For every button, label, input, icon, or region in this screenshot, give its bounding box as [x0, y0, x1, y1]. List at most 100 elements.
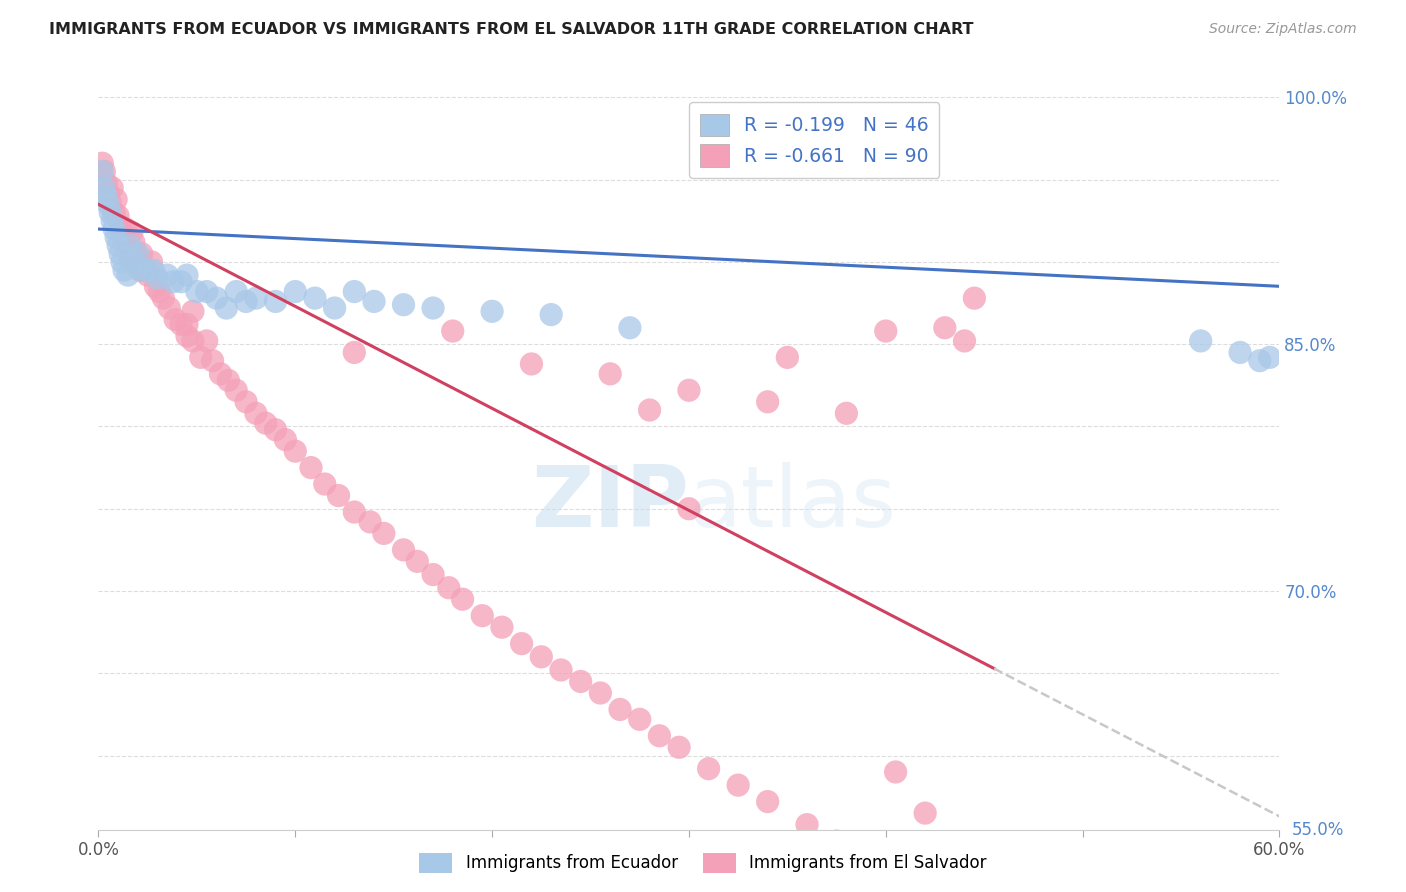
Point [284, 285, 307, 299]
Point [141, 255, 163, 269]
Point [406, 554, 429, 568]
Point [668, 740, 690, 755]
Point [127, 255, 149, 269]
Point [491, 620, 513, 634]
Point [105, 193, 128, 207]
Point [118, 238, 141, 252]
Point [648, 729, 671, 743]
Point [97, 186, 120, 200]
Point [105, 230, 128, 244]
Point [953, 334, 976, 348]
Point [131, 263, 153, 277]
Point [201, 353, 224, 368]
Point [628, 712, 651, 726]
Point [776, 351, 799, 365]
Point [235, 394, 257, 409]
Point [550, 663, 572, 677]
Point [825, 834, 848, 848]
Point [195, 285, 218, 299]
Point [382, 844, 405, 858]
Point [343, 345, 366, 359]
Point [569, 674, 592, 689]
Point [437, 581, 460, 595]
Point [122, 235, 145, 250]
Point [165, 312, 187, 326]
Point [284, 444, 307, 458]
Point [299, 460, 322, 475]
Point [756, 394, 779, 409]
Point [118, 252, 141, 266]
Text: IMMIGRANTS FROM ECUADOR VS IMMIGRANTS FROM EL SALVADOR 11TH GRADE CORRELATION CH: IMMIGRANTS FROM ECUADOR VS IMMIGRANTS FR… [49, 22, 974, 37]
Point [609, 702, 631, 716]
Point [91, 156, 114, 170]
Point [343, 285, 366, 299]
Point [190, 351, 212, 365]
Point [101, 181, 124, 195]
Point [540, 308, 562, 322]
Point [170, 318, 193, 332]
Text: 55.0%: 55.0% [1291, 821, 1344, 838]
Point [304, 291, 326, 305]
Text: atlas: atlas [689, 462, 897, 545]
Point [111, 255, 134, 269]
Legend: R = -0.199   N = 46, R = -0.661   N = 90: R = -0.199 N = 46, R = -0.661 N = 90 [689, 103, 939, 178]
Point [855, 850, 877, 864]
Point [97, 197, 120, 211]
Point [170, 275, 193, 289]
Point [111, 225, 134, 239]
Point [112, 235, 135, 250]
Point [93, 164, 115, 178]
Point [217, 373, 239, 387]
Point [1189, 334, 1212, 348]
Point [117, 268, 139, 282]
Text: Source: ZipAtlas.com: Source: ZipAtlas.com [1209, 22, 1357, 37]
Point [1249, 353, 1271, 368]
Point [510, 637, 533, 651]
Point [530, 649, 553, 664]
Point [122, 255, 145, 269]
Point [264, 294, 287, 309]
Point [359, 515, 381, 529]
Point [225, 285, 247, 299]
Point [392, 298, 415, 312]
Point [235, 294, 257, 309]
Point [245, 291, 267, 305]
Point [205, 291, 228, 305]
Point [328, 489, 350, 503]
Point [589, 686, 612, 700]
Point [131, 246, 153, 260]
Point [209, 367, 232, 381]
Point [422, 567, 444, 582]
Point [145, 279, 167, 293]
Point [103, 205, 125, 219]
Point [127, 246, 149, 260]
Point [756, 795, 779, 809]
Point [96, 189, 118, 203]
Point [914, 806, 936, 821]
Point [181, 304, 204, 318]
Point [323, 301, 346, 315]
Point [963, 291, 986, 305]
Point [157, 301, 180, 315]
Point [162, 275, 184, 289]
Point [422, 301, 444, 315]
Point [481, 304, 503, 318]
Point [108, 246, 131, 260]
Point [678, 384, 700, 398]
Point [136, 268, 159, 282]
Point [481, 863, 503, 878]
Point [314, 477, 336, 491]
Point [96, 176, 118, 190]
Point [136, 263, 159, 277]
Point [156, 268, 179, 282]
Point [471, 608, 494, 623]
Point [176, 318, 198, 332]
Point [254, 416, 277, 430]
Point [152, 291, 174, 305]
Point [101, 214, 124, 228]
Point [103, 222, 125, 236]
Point [875, 324, 897, 338]
Point [181, 334, 204, 348]
Point [264, 423, 287, 437]
Point [91, 164, 114, 178]
